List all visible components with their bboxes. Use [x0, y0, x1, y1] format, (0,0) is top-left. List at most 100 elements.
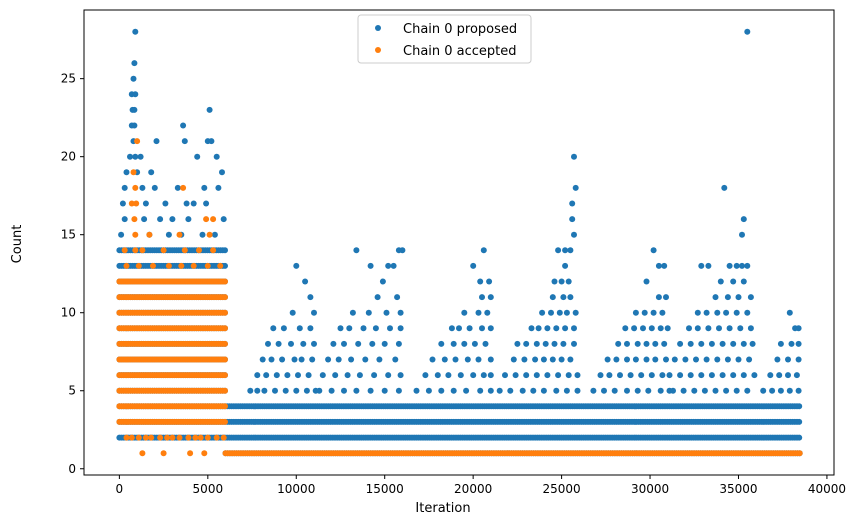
data-point [597, 372, 604, 379]
data-point [606, 372, 613, 379]
data-point [532, 356, 539, 363]
x-tick-label: 35000 [719, 482, 757, 496]
data-point [542, 340, 549, 347]
data-point [211, 231, 218, 238]
data-point [128, 200, 135, 207]
data-point [694, 325, 701, 332]
data-point [265, 340, 271, 347]
data-point [733, 387, 740, 394]
data-point [463, 387, 470, 394]
data-point [222, 356, 228, 363]
data-point [796, 434, 803, 441]
x-tick-label: 5000 [193, 482, 224, 496]
data-point [786, 309, 793, 316]
data-point [796, 418, 803, 425]
y-tick-label: 10 [61, 306, 76, 320]
data-point [360, 325, 367, 332]
data-point [480, 372, 487, 379]
data-point [330, 340, 337, 347]
data-point [142, 200, 149, 207]
data-point [740, 372, 747, 379]
data-point [737, 325, 744, 332]
data-point [220, 434, 227, 441]
data-point [657, 325, 664, 332]
data-point [694, 309, 701, 316]
data-point [341, 387, 347, 394]
data-point [222, 262, 228, 269]
data-point [475, 356, 482, 363]
data-point [721, 184, 728, 191]
data-point [535, 325, 542, 332]
data-point [785, 372, 791, 379]
data-point [383, 309, 390, 316]
data-point [381, 387, 388, 394]
data-point [777, 340, 784, 347]
data-point [259, 356, 266, 363]
data-point [307, 294, 314, 301]
data-band [116, 278, 228, 285]
data-point [693, 356, 699, 363]
data-point [187, 450, 194, 457]
data-point [565, 278, 572, 285]
data-point [540, 387, 547, 394]
x-tick-label: 0 [116, 482, 124, 496]
data-point [724, 356, 731, 363]
data-point [563, 309, 570, 316]
data-point [335, 356, 342, 363]
data-point [369, 340, 376, 347]
data-point [461, 340, 468, 347]
data-point [747, 325, 754, 332]
data-point [650, 309, 657, 316]
data-point [512, 372, 519, 379]
y-tick-label: 25 [61, 72, 76, 86]
data-point [574, 387, 581, 394]
data-point [461, 309, 468, 316]
data-point [652, 356, 659, 363]
data-point [553, 387, 560, 394]
data-point [648, 372, 655, 379]
data-point [196, 247, 202, 254]
data-point [466, 325, 473, 332]
data-point [640, 325, 646, 332]
data-point [716, 325, 722, 332]
data-point [192, 434, 199, 441]
data-point [471, 340, 478, 347]
data-point [367, 262, 374, 269]
data-point [399, 247, 406, 254]
data-point [730, 278, 737, 285]
data-point [502, 372, 508, 379]
data-point [708, 372, 715, 379]
data-point [648, 325, 655, 332]
data-point [484, 309, 491, 316]
data-point [121, 247, 128, 254]
data-point [661, 340, 668, 347]
data-point [733, 262, 740, 269]
x-tick-label: 15000 [366, 482, 404, 496]
data-point [638, 372, 645, 379]
data-point [482, 340, 489, 347]
data-point [703, 356, 710, 363]
data-point [719, 372, 726, 379]
data-point [185, 434, 192, 441]
data-point [744, 309, 751, 316]
data-point [450, 387, 457, 394]
data-point [254, 372, 261, 379]
data-point [555, 247, 562, 254]
data-point [572, 184, 579, 191]
data-point [215, 184, 222, 191]
data-point [740, 278, 747, 285]
data-point [210, 247, 217, 254]
data-point [180, 122, 187, 129]
data-point [132, 28, 139, 35]
data-point [395, 340, 402, 347]
data-point [533, 372, 540, 379]
data-point [703, 309, 710, 316]
data-band [116, 372, 228, 379]
data-point [298, 356, 305, 363]
data-point [132, 184, 139, 191]
data-point [643, 278, 650, 285]
data-point [132, 247, 139, 254]
data-point [746, 356, 753, 363]
data-point [733, 309, 740, 316]
